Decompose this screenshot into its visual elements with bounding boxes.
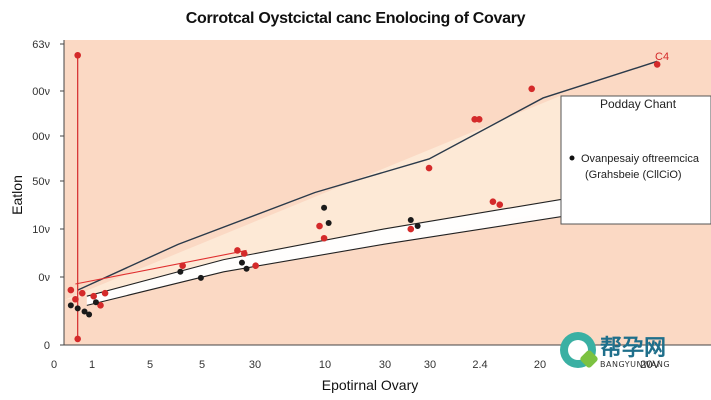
y-tick-label: 63ν (32, 39, 50, 51)
scatter-point-red (407, 225, 415, 233)
legend-entry-2: (Grahsbeie (CllCiO) (585, 169, 682, 181)
scatter-point-red (496, 201, 504, 208)
scatter-point-black (197, 274, 204, 281)
legend-entry-1: Ovanpesaiy oftreemcica (581, 153, 700, 165)
legend-marker (569, 155, 575, 161)
x-tick-label: 30 (424, 359, 436, 371)
series-line (86, 182, 658, 297)
scatter-point-black (238, 259, 245, 266)
x-tick-label: 2.4 (472, 359, 487, 371)
series-line (77, 60, 658, 291)
scatter-point-red (240, 250, 248, 257)
corner-label: C4 (655, 51, 669, 63)
scatter-point-red (67, 286, 75, 294)
scatter-point-black (407, 216, 414, 223)
x-tick-label: 5 (199, 359, 205, 371)
legend-box: Podday Chant Ovanpesaiy oftreemcica (Gra… (560, 95, 711, 225)
x-tick-label: 20 (534, 359, 546, 371)
scatter-point-red (179, 262, 186, 270)
x-tick-label: 30 (379, 359, 391, 371)
scatter-point-red (90, 292, 97, 300)
scatter-point-red (475, 116, 483, 123)
scatter-point-black (92, 299, 99, 306)
scatter-point-black (243, 265, 250, 272)
x-tick-label: 20V (640, 359, 660, 371)
scatter-point-red (489, 198, 497, 205)
legend-frame (560, 95, 711, 225)
scatter-point-red (78, 289, 86, 297)
x-tick-label: 10 (319, 359, 331, 371)
chart-title: Corrotcal Oystcictal canc Enolocing of C… (185, 10, 526, 27)
y-tick-label: 50ν (32, 176, 50, 188)
x-tick-label: 5 (147, 359, 153, 371)
scatter-point-black (177, 268, 184, 275)
scatter-point-black (86, 311, 93, 318)
x-tick-label: 0 (51, 359, 57, 371)
y-tick-label: 0ν (38, 272, 50, 284)
scatter-point-red (97, 302, 104, 309)
band-fill (86, 183, 658, 306)
scatter-point-red (234, 247, 241, 254)
series-line (75, 249, 247, 285)
scatter-point-black (321, 204, 328, 211)
scatter-point-red (74, 51, 81, 59)
y-tick-label: 00ν (32, 86, 50, 98)
legend-title: Podday Chant (600, 97, 677, 111)
y-tick-label: 0 (44, 340, 50, 352)
x-tick-label: 1 (89, 359, 95, 371)
watermark-en-text: BANGYUNWANG (600, 360, 671, 369)
scatter-point-black (414, 223, 421, 230)
watermark-cn-text: 帮孕网 (600, 336, 667, 361)
watermark-logo-icon (560, 332, 599, 369)
series-line (86, 201, 658, 306)
scatter-point-black (67, 302, 74, 309)
x-axis-label: Epotirnal Ovary (322, 377, 418, 393)
y-axis-label: Eatlon (9, 175, 25, 215)
scatter-point-black (81, 308, 88, 315)
scatter-point-black (325, 220, 332, 226)
scatter-point-red (653, 61, 661, 68)
y-tick-label: 00ν (32, 131, 50, 143)
scatter-point-red (72, 295, 79, 303)
scatter-point-red (252, 262, 259, 270)
scatter-point-red (316, 222, 323, 230)
scatter-point-black (74, 305, 81, 312)
scatter-point-red (74, 335, 81, 343)
scatter-point-red (528, 85, 536, 93)
scatter-point-red (425, 164, 433, 172)
y-tick-label: 10ν (32, 224, 50, 236)
scatter-point-red (320, 234, 328, 242)
scatter-point-red (471, 116, 478, 123)
scatter-point-red (101, 289, 109, 297)
x-tick-label: 30 (249, 359, 261, 371)
watermark: 帮孕网 BANGYUNWANG (560, 330, 700, 378)
upper-region-fill (64, 96, 711, 300)
